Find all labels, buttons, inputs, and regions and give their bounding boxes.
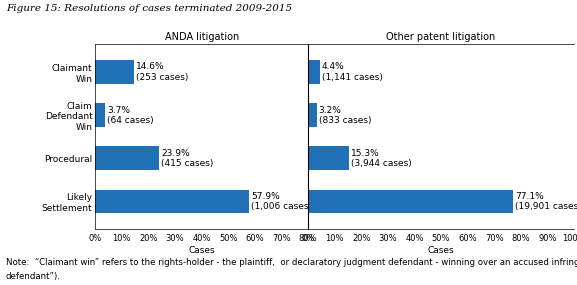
Bar (308, 190, 513, 213)
Text: 23.9%
(415 cases): 23.9% (415 cases) (161, 149, 213, 168)
Bar (308, 60, 320, 84)
X-axis label: Cases: Cases (428, 246, 455, 255)
Bar (95, 146, 159, 170)
Text: 3.7%
(64 cases): 3.7% (64 cases) (107, 105, 154, 125)
Bar (308, 146, 349, 170)
Text: 15.3%
(3,944 cases): 15.3% (3,944 cases) (351, 149, 411, 168)
Text: 4.4%
(1,141 cases): 4.4% (1,141 cases) (322, 62, 383, 82)
Title: Other patent litigation: Other patent litigation (387, 32, 496, 42)
X-axis label: Cases: Cases (188, 246, 215, 255)
Text: 14.6%
(253 cases): 14.6% (253 cases) (136, 62, 189, 82)
Text: 57.9%
(1,006 cases): 57.9% (1,006 cases) (252, 192, 312, 211)
Text: Note:  “Claimant win” refers to the rights-holder - the plaintiff,  or declarato: Note: “Claimant win” refers to the right… (6, 258, 577, 267)
Bar (95, 190, 249, 213)
Text: 3.2%
(833 cases): 3.2% (833 cases) (319, 105, 371, 125)
Bar (95, 103, 105, 127)
Bar (308, 103, 317, 127)
Text: defendant”).: defendant”). (6, 272, 61, 281)
Text: Figure 15: Resolutions of cases terminated 2009-2015: Figure 15: Resolutions of cases terminat… (6, 4, 292, 13)
Text: 77.1%
(19,901 cases): 77.1% (19,901 cases) (515, 192, 577, 211)
Title: ANDA litigation: ANDA litigation (164, 32, 239, 42)
Bar (95, 60, 134, 84)
